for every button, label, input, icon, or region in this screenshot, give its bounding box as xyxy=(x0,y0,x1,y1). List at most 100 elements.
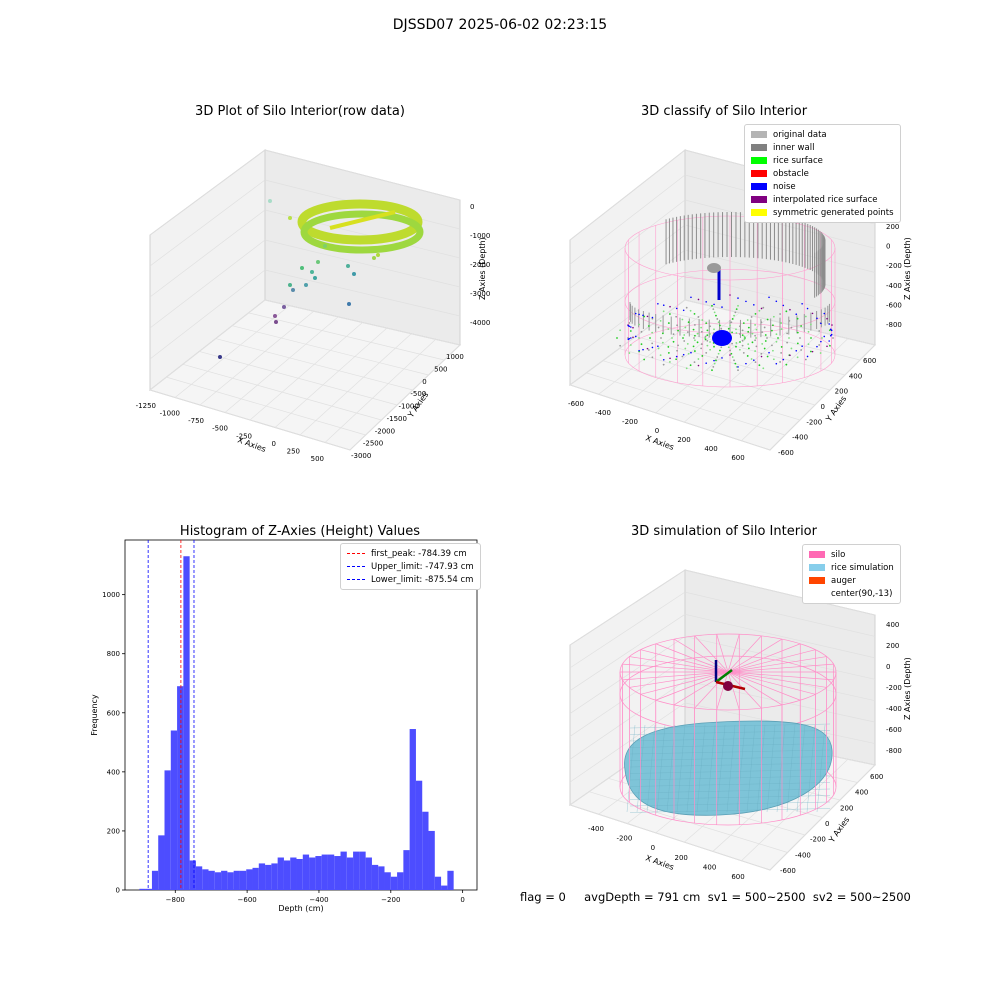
y-tick-label: -600 xyxy=(780,867,796,875)
legend-swatch xyxy=(751,209,767,216)
gridline xyxy=(655,319,767,414)
gridline xyxy=(684,591,876,637)
gridline xyxy=(652,323,846,376)
noise-point xyxy=(669,305,671,308)
auger-center-marker xyxy=(723,681,733,691)
mesh-line xyxy=(686,724,696,813)
surface-point xyxy=(716,318,719,320)
surface-point xyxy=(693,337,695,339)
surface-point xyxy=(627,337,629,339)
surface-point xyxy=(796,317,799,320)
silo-roof-spoke xyxy=(727,663,834,673)
surface-point xyxy=(731,342,733,345)
surface-point xyxy=(733,314,735,317)
noise-point xyxy=(630,337,632,339)
y-tick-label: 800 xyxy=(107,650,120,658)
surface-point xyxy=(754,339,756,342)
gridline xyxy=(149,299,266,391)
noise-point xyxy=(820,340,822,343)
surface-point xyxy=(713,362,716,365)
legend-item: obstacle xyxy=(751,167,894,180)
surface-point xyxy=(747,326,750,329)
silo-roof-spoke xyxy=(727,671,816,695)
gridline xyxy=(569,702,686,783)
x-tick-label: 0 xyxy=(460,896,464,904)
noise-point xyxy=(820,322,822,325)
surface-point xyxy=(661,341,664,344)
panel1-title: 3D Plot of Silo Interior(row data) xyxy=(195,104,405,119)
surface-point xyxy=(796,342,799,345)
surface-point xyxy=(779,361,782,363)
surface-point xyxy=(766,337,768,339)
surface-point xyxy=(758,309,761,312)
noise-point xyxy=(632,336,634,339)
surface-point xyxy=(671,337,673,339)
surface-point xyxy=(727,346,730,349)
y-tick-label: 400 xyxy=(107,768,120,776)
y-tick-label: 200 xyxy=(835,388,848,396)
surface-point xyxy=(651,331,654,334)
surface-point xyxy=(764,334,767,336)
data-point xyxy=(310,270,314,274)
surface-point xyxy=(743,338,746,341)
legend-item: rice simulation xyxy=(809,561,894,574)
surface-point xyxy=(693,324,696,326)
data-point xyxy=(218,355,222,359)
surface-point xyxy=(676,349,678,352)
gridline xyxy=(149,239,266,329)
y-tick-label: -2500 xyxy=(363,440,383,448)
surface-point xyxy=(704,337,706,339)
surface-point xyxy=(616,337,618,339)
surface-point xyxy=(662,310,665,313)
surface-point xyxy=(739,341,741,343)
surface-point xyxy=(832,337,834,339)
y-tick-label: -1500 xyxy=(387,415,407,423)
gridline xyxy=(668,311,861,361)
y-tick-label: 0 xyxy=(825,820,829,828)
surface-point xyxy=(761,342,764,345)
noise-points xyxy=(627,263,833,368)
surface-point xyxy=(643,358,646,361)
silo-roof-spoke xyxy=(716,671,729,710)
y-tick-label: -1000 xyxy=(399,403,419,411)
legend-swatch xyxy=(751,196,767,203)
surface-point xyxy=(735,365,738,368)
surface-point xyxy=(804,315,807,318)
surface-point xyxy=(657,347,660,350)
surface-point xyxy=(683,334,686,336)
surface-point xyxy=(754,324,757,326)
surface-point xyxy=(807,330,810,333)
surface-point xyxy=(709,348,712,351)
noise-point xyxy=(830,329,833,332)
legend-item: original data xyxy=(751,128,894,141)
data-point xyxy=(282,305,286,309)
noise-point xyxy=(737,366,739,368)
data-point xyxy=(273,314,277,318)
surface-point xyxy=(629,330,632,332)
silo-roof-spoke xyxy=(629,656,729,673)
surface-point xyxy=(738,348,741,351)
surface-point xyxy=(755,337,757,339)
y-tick-label: -3000 xyxy=(351,452,371,460)
surface-point xyxy=(779,313,782,315)
surface-point xyxy=(738,325,741,328)
histogram-bar xyxy=(315,856,322,890)
mesh-line xyxy=(629,808,831,813)
x-tick-label: -200 xyxy=(622,418,638,426)
silo-roof-spoke xyxy=(727,643,801,673)
noise-point xyxy=(682,353,685,356)
y-tick-label: 0 xyxy=(422,378,426,386)
silo-roof-spoke xyxy=(727,671,827,688)
histogram-bar xyxy=(239,870,247,890)
surface-point xyxy=(758,364,761,367)
histogram-bar xyxy=(145,888,152,890)
noise-point xyxy=(789,308,791,311)
surface-point xyxy=(751,341,754,344)
surface-point xyxy=(713,311,716,314)
noise-point xyxy=(642,314,644,317)
mesh-line xyxy=(629,782,831,787)
mesh-line xyxy=(656,724,666,813)
legend-item: symmetric generated points xyxy=(751,206,894,219)
surface-point xyxy=(800,325,803,327)
legend-item: Lower_limit: -875.54 cm xyxy=(347,573,474,586)
